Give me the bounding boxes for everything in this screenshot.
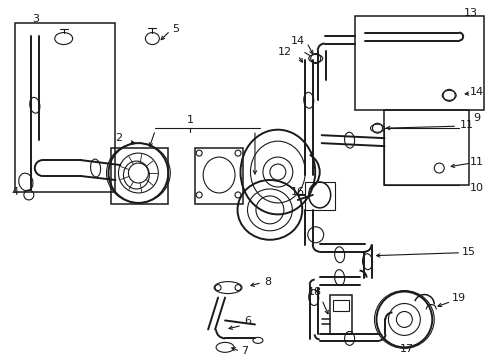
Text: 11: 11 — [460, 120, 474, 130]
Text: 1: 1 — [187, 115, 194, 125]
Text: 13: 13 — [464, 8, 478, 18]
Bar — [15, 23, 115, 192]
Text: 4: 4 — [11, 187, 19, 197]
Text: 15: 15 — [462, 247, 476, 257]
Bar — [333, 300, 348, 311]
Text: 11: 11 — [470, 157, 484, 167]
Text: 5: 5 — [172, 24, 179, 33]
Text: 14: 14 — [470, 87, 484, 97]
Text: 14: 14 — [291, 36, 305, 46]
Bar — [195, 148, 243, 204]
Text: 7: 7 — [242, 346, 248, 356]
Bar — [330, 294, 352, 334]
Text: 16: 16 — [291, 187, 305, 197]
Text: 8: 8 — [264, 276, 271, 287]
Text: 9: 9 — [473, 113, 481, 123]
Text: 12: 12 — [278, 48, 292, 58]
Bar — [111, 148, 168, 204]
Text: 18: 18 — [308, 287, 322, 297]
Text: 10: 10 — [470, 183, 484, 193]
Bar — [305, 182, 335, 210]
Bar — [355, 15, 484, 110]
Text: 19: 19 — [452, 293, 466, 302]
Text: 2: 2 — [115, 133, 122, 143]
Text: 17: 17 — [400, 345, 415, 354]
Bar — [385, 110, 469, 185]
Text: 6: 6 — [245, 316, 251, 327]
Text: 3: 3 — [32, 14, 39, 24]
